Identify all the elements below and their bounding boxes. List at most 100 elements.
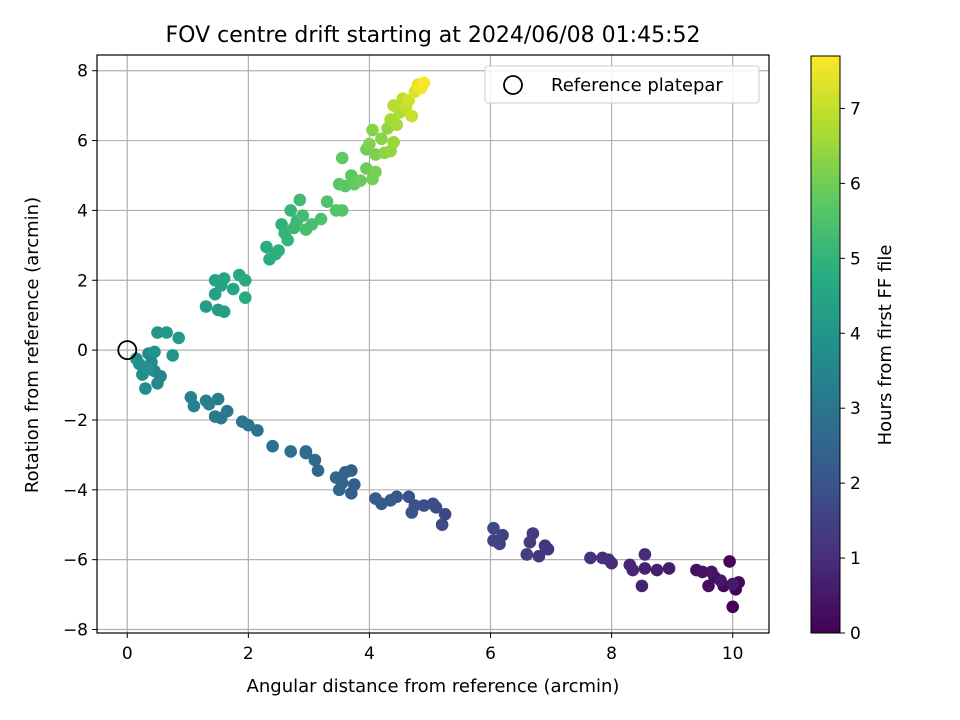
y-tick-label: −8	[63, 621, 88, 641]
scatter-point	[208, 410, 222, 423]
y-tick-label: −6	[63, 551, 88, 571]
colorbar-ticks: 0 1 2 3 4 5 6 7	[840, 99, 861, 644]
scatter-point	[487, 521, 500, 535]
colorbar-tick-label: 5	[850, 249, 861, 269]
scatter-point	[726, 577, 739, 591]
scatter-point	[335, 204, 349, 217]
y-tick-label: 6	[77, 132, 88, 152]
scatter-point	[417, 499, 431, 512]
scatter-point	[366, 123, 379, 137]
colorbar-tick-label: 0	[850, 624, 861, 644]
scatter-point	[284, 445, 298, 458]
legend-entry-reference: Reference platepar	[551, 75, 723, 96]
x-tick-label: 2	[243, 644, 254, 664]
scatter-point	[311, 464, 325, 477]
scatter-point	[148, 345, 161, 359]
scatter-point	[239, 291, 252, 305]
scatter-point	[217, 305, 231, 319]
scatter-point	[520, 548, 534, 561]
scatter-point	[487, 534, 500, 547]
scatter-point	[532, 549, 546, 563]
scatter-point	[299, 445, 313, 458]
scatter-point	[387, 99, 400, 112]
scatter-point	[199, 394, 213, 408]
scatter-point	[538, 539, 552, 552]
scatter-point	[387, 136, 400, 149]
scatter-point	[623, 558, 637, 572]
scatter-point	[438, 508, 452, 521]
scatter-point	[390, 118, 404, 132]
scatter-point	[363, 137, 376, 151]
scatter-point	[650, 563, 664, 577]
y-tick-label: 2	[77, 271, 88, 291]
scatter-point	[226, 282, 240, 296]
y-tick-label: −4	[63, 481, 88, 501]
grid-lines	[97, 55, 769, 633]
y-axis-ticks: −8 −6 −4 −2 0 2 4 6 8	[63, 62, 97, 641]
scatter-point	[714, 574, 727, 587]
data-points	[130, 76, 745, 614]
scatter-point	[662, 562, 676, 575]
scatter-point	[405, 109, 419, 123]
scatter-point	[160, 326, 173, 339]
colorbar-tick-label: 1	[850, 549, 861, 569]
scatter-point	[369, 165, 382, 179]
scatter-point	[308, 453, 322, 467]
scatter-point	[705, 565, 718, 579]
scatter-point	[523, 535, 537, 549]
legend: Reference platepar	[484, 65, 760, 104]
scatter-point	[332, 483, 346, 497]
y-tick-label: 8	[77, 62, 88, 82]
scatter-point	[369, 492, 382, 505]
y-tick-label: −2	[63, 411, 88, 431]
scatter-point	[726, 600, 739, 614]
x-tick-label: 8	[606, 644, 617, 664]
colorbar-tick-label: 6	[850, 174, 861, 194]
plot-frame	[96, 54, 770, 634]
scatter-point	[435, 518, 449, 531]
chart-title: FOV centre drift starting at 2024/06/08 …	[166, 23, 701, 48]
scatter-point	[166, 349, 179, 362]
scatter-point	[635, 579, 649, 593]
scatter-point	[281, 233, 295, 247]
y-tick-label: 0	[77, 341, 88, 361]
scatter-point	[305, 218, 319, 231]
colorbar	[810, 55, 841, 634]
y-tick-label: 4	[77, 201, 88, 221]
scatter-point	[172, 331, 185, 345]
scatter-point	[184, 391, 198, 404]
scatter-point	[142, 363, 155, 376]
scatter-point	[284, 204, 298, 217]
scatter-point	[239, 274, 252, 287]
scatter-point	[354, 174, 367, 187]
x-axis-label: Angular distance from reference (arcmin)	[247, 676, 620, 697]
scatter-point	[293, 193, 307, 207]
scatter-point	[139, 382, 152, 395]
x-tick-label: 6	[485, 644, 496, 664]
scatter-point	[417, 76, 431, 90]
scatter-point	[151, 377, 164, 390]
x-axis-ticks: 0 2 4 6 8 10	[122, 633, 743, 664]
scatter-point	[199, 300, 213, 313]
scatter-point	[405, 506, 419, 519]
scatter-point	[329, 471, 343, 484]
scatter-point	[314, 212, 328, 226]
colorbar-label: Hours from first FF file	[875, 245, 896, 446]
scatter-point	[723, 555, 736, 568]
scatter-point	[702, 579, 715, 593]
y-axis-label: Rotation from reference (arcmin)	[22, 197, 43, 493]
scatter-point	[217, 272, 231, 285]
scatter-point	[638, 562, 652, 575]
colorbar-tick-label: 3	[850, 399, 861, 419]
x-tick-label: 4	[364, 644, 375, 664]
x-tick-label: 0	[122, 644, 133, 664]
colorbar-tick-label: 4	[850, 324, 861, 344]
legend-reference-marker	[503, 75, 523, 95]
scatter-point	[375, 132, 388, 146]
colorbar-tick-label: 7	[850, 99, 861, 119]
scatter-point	[596, 551, 609, 565]
scatter-point	[296, 209, 310, 222]
scatter-point	[260, 240, 273, 254]
scatter-point	[266, 439, 279, 453]
